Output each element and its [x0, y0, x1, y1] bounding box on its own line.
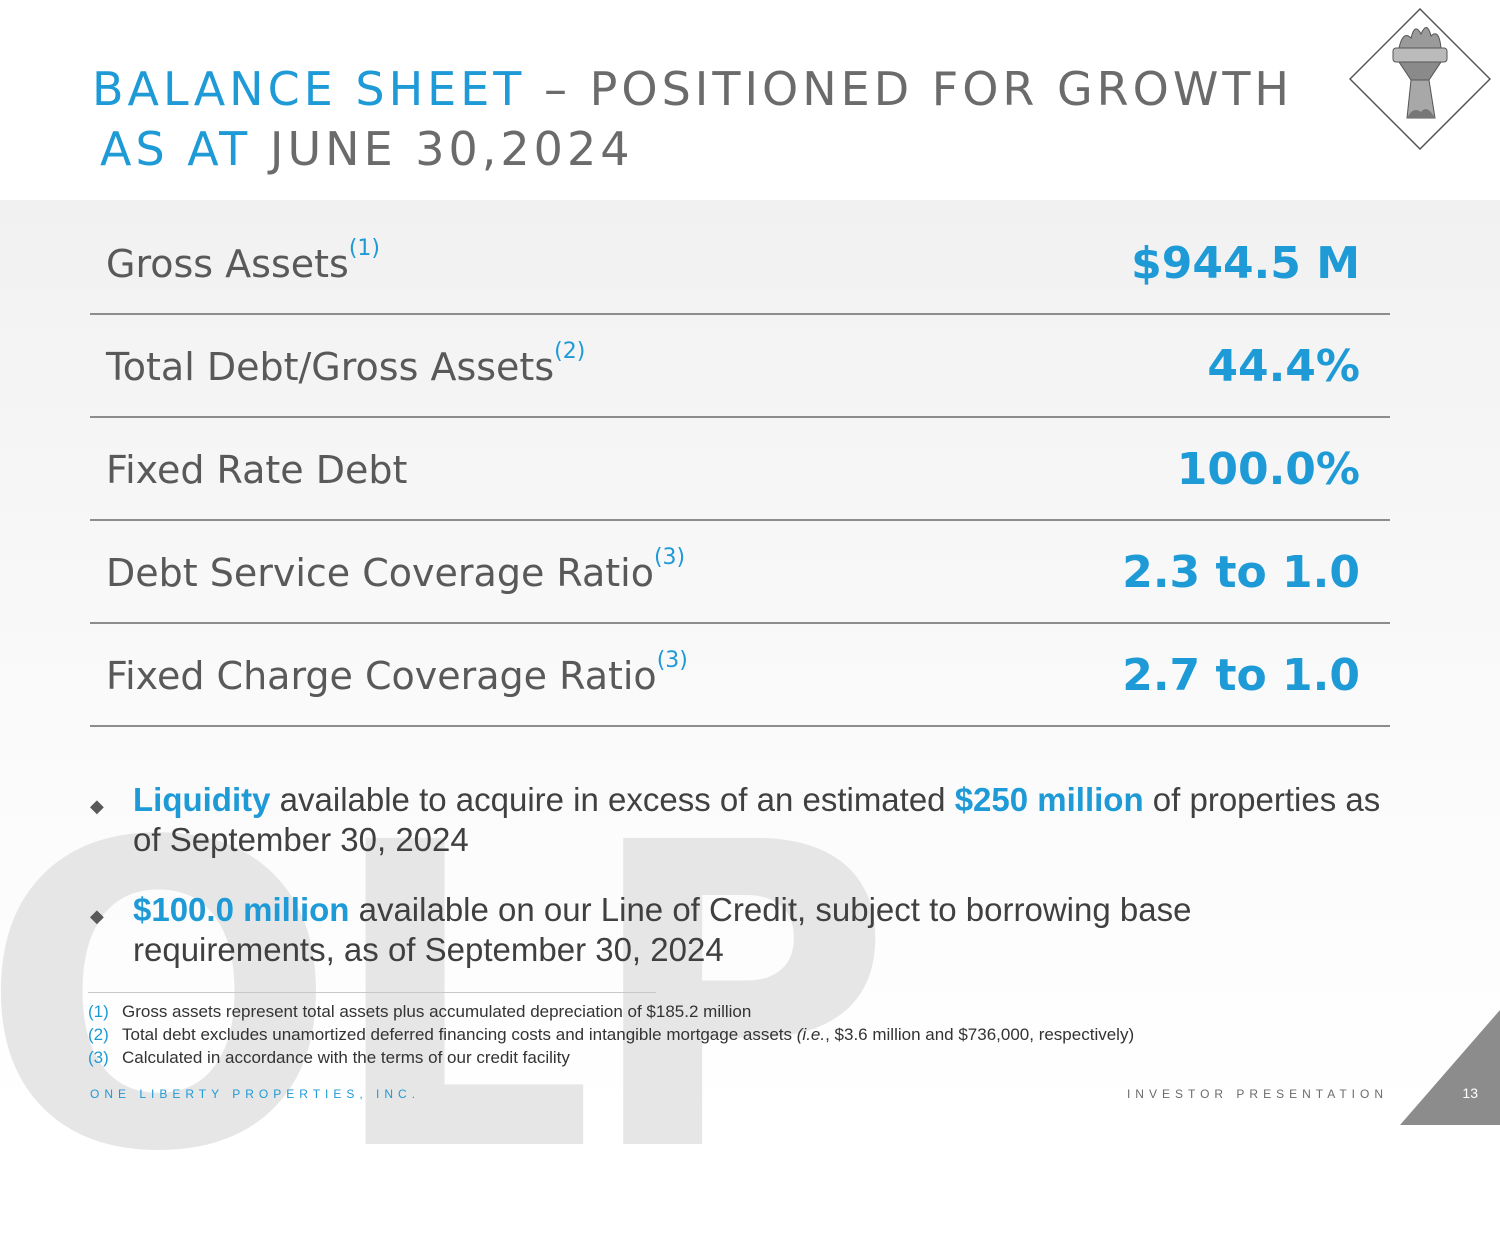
title-rest: – POSITIONED FOR GROWTH [525, 62, 1294, 116]
footnote-text: Total debt excludes unamortized deferred… [122, 1025, 797, 1044]
bullet-item: ◆ $100.0 million available on our Line o… [90, 890, 1390, 970]
header [0, 0, 1500, 200]
metric-label-text: Fixed Rate Debt [106, 448, 408, 492]
metric-label: Debt Service Coverage Ratio(3) [106, 545, 685, 595]
page-number: 13 [1462, 1085, 1478, 1101]
metric-label: Fixed Rate Debt [106, 448, 407, 492]
metric-value: 2.7 to 1.0 [1122, 650, 1360, 701]
metric-row: Debt Service Coverage Ratio(3) 2.3 to 1.… [90, 521, 1390, 624]
title-accent: BALANCE SHEET [92, 62, 526, 116]
page-title: BALANCE SHEET – POSITIONED FOR GROWTH [92, 62, 1293, 116]
highlight-text: $100.0 million [133, 891, 350, 928]
footnotes: (1) Gross assets represent total assets p… [88, 1000, 1134, 1069]
statue-of-liberty-torch-icon [1349, 8, 1491, 150]
footnote-ref: (1) [348, 236, 380, 261]
footnote-ref: (2) [554, 339, 586, 364]
footnote-text: Calculated in accordance with the terms … [122, 1048, 570, 1067]
metric-label-text: Debt Service Coverage Ratio [106, 551, 654, 595]
diamond-bullet-icon: ◆ [90, 796, 104, 816]
company-name: ONE LIBERTY PROPERTIES, INC. [90, 1087, 421, 1101]
metric-label: Total Debt/Gross Assets(2) [106, 339, 585, 389]
metric-label: Fixed Charge Coverage Ratio(3) [106, 648, 688, 698]
footnote-ref: (3) [656, 648, 688, 673]
footnote-number: (1) [88, 1002, 109, 1021]
bullet-text: available on our Line of Credit, subject… [133, 891, 1192, 968]
bullet-item: ◆ Liquidity available to acquire in exce… [90, 780, 1390, 860]
subtitle-rest: JUNE 30,2024 [251, 122, 634, 176]
footnote-text: , $3.6 million and $736,000, respectivel… [825, 1025, 1135, 1044]
footnote: (3) Calculated in accordance with the ter… [88, 1046, 1134, 1069]
metric-row: Total Debt/Gross Assets(2) 44.4% [90, 315, 1390, 418]
footnote-italic: (i.e. [796, 1025, 826, 1044]
corner-triangle [1400, 1010, 1500, 1125]
metrics-table: Gross Assets(1) $944.5 M Total Debt/Gros… [90, 212, 1390, 727]
bullet-list: ◆ Liquidity available to acquire in exce… [90, 780, 1390, 1000]
metric-label: Gross Assets(1) [106, 236, 380, 286]
metric-value: 100.0% [1176, 444, 1360, 495]
footnote-divider [88, 992, 656, 993]
footnote: (1) Gross assets represent total assets p… [88, 1000, 1134, 1023]
highlight-text: $250 million [954, 781, 1144, 818]
diamond-bullet-icon: ◆ [90, 906, 104, 926]
footnote-number: (2) [88, 1025, 109, 1044]
footnote-text: Gross assets represent total assets plus… [122, 1002, 752, 1021]
presentation-label: INVESTOR PRESENTATION [1126, 1087, 1388, 1101]
highlight-text: Liquidity [133, 781, 271, 818]
metric-label-text: Fixed Charge Coverage Ratio [106, 654, 657, 698]
metric-row: Fixed Charge Coverage Ratio(3) 2.7 to 1.… [90, 624, 1390, 727]
subtitle-accent: AS AT [100, 122, 252, 176]
metric-row: Fixed Rate Debt 100.0% [90, 418, 1390, 521]
metric-value: 2.3 to 1.0 [1122, 547, 1360, 598]
metric-value: 44.4% [1207, 341, 1360, 392]
footnote-number: (3) [88, 1048, 109, 1067]
metric-value: $944.5 M [1131, 238, 1360, 289]
content-background [0, 200, 1500, 1125]
footnote-ref: (3) [653, 545, 686, 570]
bullet-text: available to acquire in excess of an est… [270, 781, 955, 818]
metric-label-text: Total Debt/Gross Assets [106, 345, 555, 389]
bullet-text: of properties as of September 30, 2024 [133, 781, 1381, 858]
metric-label-text: Gross Assets [106, 242, 349, 286]
page-subtitle: AS AT JUNE 30,2024 [100, 122, 633, 176]
footnote: (2) Total debt excludes unamortized defer… [88, 1023, 1134, 1046]
metric-row: Gross Assets(1) $944.5 M [90, 212, 1390, 315]
